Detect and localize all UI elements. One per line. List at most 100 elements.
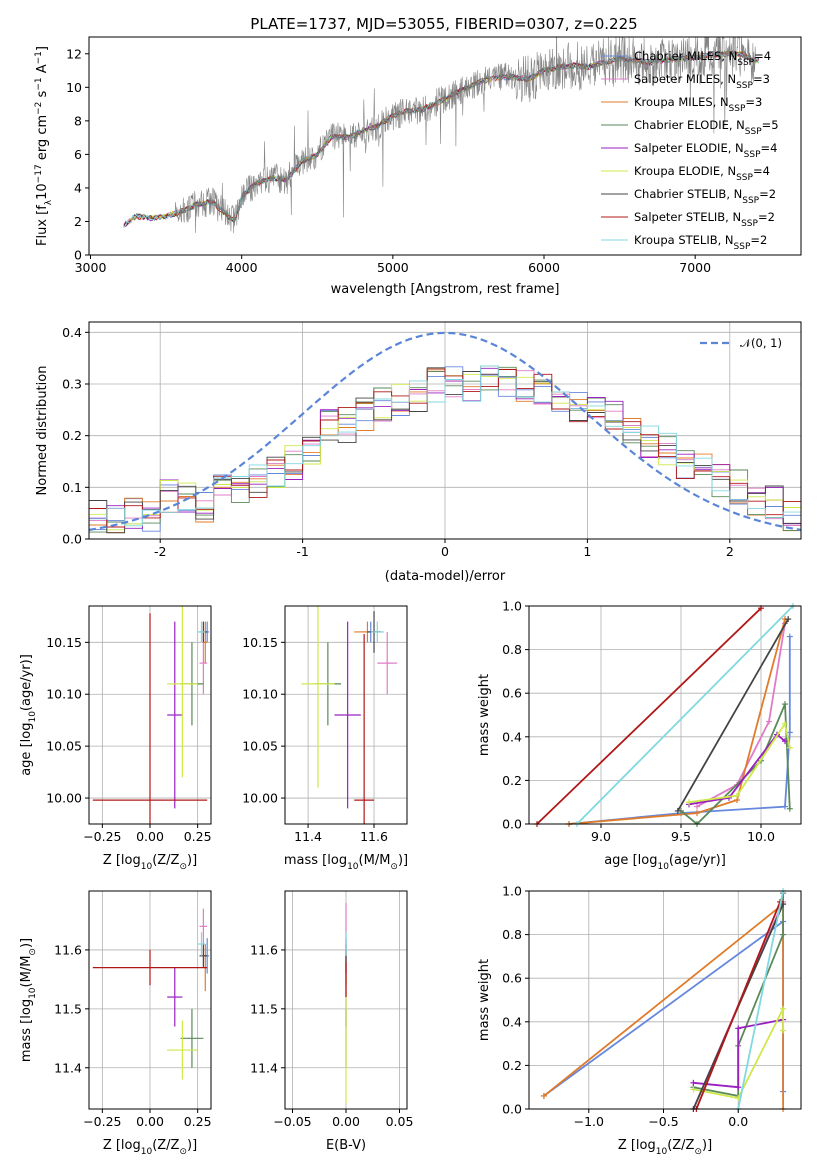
- x-tick-label: −1.0: [574, 1114, 604, 1129]
- weight-lines: [534, 603, 796, 827]
- x-tick-label: 5000: [377, 260, 409, 275]
- panel-weight-vs-Z: −1.0 −0.5 0.0 0.0 0.2 0.4 0.6 0.8 1.0 Z [log10(Z/…: [477, 884, 802, 1157]
- x-tick-label: 11.6: [360, 829, 388, 844]
- x-tick-label: 7000: [679, 260, 711, 275]
- y-tick-label: 10.00: [46, 791, 82, 806]
- y-tick-label: 11.4: [250, 1060, 278, 1075]
- y-tick-label: 1.0: [502, 599, 522, 614]
- weight-lines: [540, 888, 787, 1112]
- weight-line: [737, 890, 784, 1110]
- y-tick-label: 8: [74, 113, 82, 128]
- panel-spectrum: 3000 4000 5000 6000 7000 0 2 4 6 8 10 12 wavelength …: [34, 36, 802, 297]
- x-axis-label: mass [log10(M/M⊙)]: [284, 853, 408, 872]
- y-tick-label: 0.6: [502, 971, 522, 986]
- weight-line: [688, 733, 786, 806]
- y-tick-label: 0.4: [502, 1014, 522, 1029]
- axes-frame: [88, 36, 802, 256]
- panel-mass-vs-EBV: −0.05 0.00 0.05 11.4 11.5 11.6 E(B-V): [250, 890, 413, 1153]
- x-tick-label: 0.00: [136, 829, 164, 844]
- weight-line: [677, 618, 789, 812]
- legend-entry: Salpeter MILES, NSSP=3: [634, 72, 770, 91]
- y-tick-label: 2: [74, 214, 82, 229]
- y-tick-label: 6: [74, 147, 82, 162]
- weight-line: [696, 623, 786, 808]
- y-axis-label: Flux [fλ10−17 erg cm−2 s−1 A−1]: [34, 46, 54, 246]
- x-tick-label: -1: [296, 544, 308, 559]
- x-tick-label: 11.4: [294, 829, 322, 844]
- y-tick-label: 0.4: [62, 325, 82, 340]
- legend-entry: 𝒩(0, 1): [740, 336, 782, 350]
- y-tick-label: 11.5: [54, 1001, 82, 1016]
- y-tick-label: 0.8: [502, 642, 522, 657]
- legend-entry: Salpeter ELODIE, NSSP=4: [634, 141, 777, 160]
- histograms: [89, 331, 801, 539]
- weight-line: [576, 605, 794, 825]
- x-axis-label: (data-model)/error: [385, 569, 506, 584]
- y-tick-label: 4: [74, 180, 82, 195]
- panel-age-vs-mass: 11.4 11.6 10.00 10.05 10.10 10.15 mass [log10(…: [242, 605, 408, 872]
- error-crosses: [92, 606, 210, 824]
- normal-curve: [89, 331, 801, 531]
- legend-entry: Salpeter STELIB, NSSP=2: [634, 210, 775, 229]
- y-axis-label: mass [log10(M/M⊙)]: [19, 938, 38, 1062]
- histogram-step: [89, 368, 801, 539]
- y-tick-label: 11.5: [250, 1001, 278, 1016]
- x-tick-label: 0: [441, 544, 449, 559]
- weight-line: [693, 1018, 784, 1089]
- x-axis-label: age [log10(age/yr)]: [604, 853, 726, 872]
- x-tick-label: 0.00: [136, 1114, 164, 1129]
- y-tick-label: 1.0: [502, 884, 522, 899]
- weight-line: [568, 636, 791, 825]
- y-tick-label: 0.0: [502, 817, 522, 832]
- y-tick-label: 0.3: [62, 377, 82, 392]
- weight-line: [568, 618, 786, 825]
- x-axis-label: Z [log10(Z/Z⊙)]: [103, 1138, 197, 1157]
- y-tick-label: 11.6: [250, 942, 278, 957]
- y-tick-label: 10.15: [242, 635, 278, 650]
- legend-entry: Kroupa MILES, NSSP=3: [634, 95, 762, 114]
- legend-entry: Chabrier STELIB, NSSP=2: [634, 187, 776, 206]
- observed-spectrum: [174, 37, 756, 234]
- panel-mass-vs-Z: −0.25 0.00 0.25 11.4 11.5 11.6 Z [log10(Z/Z⊙)]…: [19, 890, 212, 1157]
- y-tick-label: 10.15: [46, 635, 82, 650]
- legend-entry: Kroupa STELIB, NSSP=2: [634, 233, 767, 252]
- y-tick-label: 0.6: [502, 686, 522, 701]
- x-axis-label: wavelength [Angstrom, rest frame]: [331, 282, 560, 297]
- x-axis-label: E(B-V): [326, 1138, 366, 1153]
- weight-line: [693, 1008, 784, 1100]
- x-tick-label: -2: [154, 544, 166, 559]
- y-tick-label: 10.10: [46, 687, 82, 702]
- legend-entry: Chabrier ELODIE, NSSP=5: [634, 118, 779, 137]
- x-tick-label: −0.5: [648, 1114, 678, 1129]
- error-crosses: [301, 606, 398, 824]
- panel-weight-vs-age: 9.0 9.5 10.0 0.0 0.2 0.4 0.6 0.8 1.0 age [log10(a…: [477, 599, 802, 872]
- weight-line: [536, 607, 762, 825]
- y-tick-label: 10.00: [242, 791, 278, 806]
- y-tick-label: 11.4: [54, 1060, 82, 1075]
- x-tick-label: 0.0: [728, 1114, 748, 1129]
- y-tick-label: 0.8: [502, 927, 522, 942]
- x-tick-label: 3000: [75, 260, 107, 275]
- legend-entry: Chabrier MILES, NSSP=4: [634, 49, 771, 68]
- figure-title: PLATE=1737, MJD=53055, FIBERID=0307, z=0…: [250, 15, 637, 33]
- y-tick-label: 10: [66, 80, 82, 95]
- y-tick-label: 0.2: [62, 428, 82, 443]
- weight-line: [688, 721, 791, 804]
- y-tick-label: 0.0: [62, 532, 82, 547]
- x-tick-label: 4000: [226, 260, 258, 275]
- x-tick-label: 1: [583, 544, 591, 559]
- y-tick-label: 0: [74, 248, 82, 263]
- x-tick-label: −0.25: [83, 829, 121, 844]
- panel-residuals: -2 -1 0 1 2 0.0 0.1 0.2 0.3 0.4 (data-model)/error…: [35, 321, 802, 584]
- axes-frame: [284, 605, 408, 825]
- y-tick-label: 10.05: [242, 739, 278, 754]
- y-tick-label: 10.10: [242, 687, 278, 702]
- x-tick-label: 10.0: [747, 829, 775, 844]
- y-tick-label: 0.4: [502, 729, 522, 744]
- x-axis-label: Z [log10(Z/Z⊙)]: [618, 1138, 712, 1157]
- y-tick-label: 11.6: [54, 942, 82, 957]
- x-tick-label: 0.00: [332, 1114, 360, 1129]
- histogram-step: [89, 365, 801, 539]
- x-tick-label: 0.25: [184, 829, 212, 844]
